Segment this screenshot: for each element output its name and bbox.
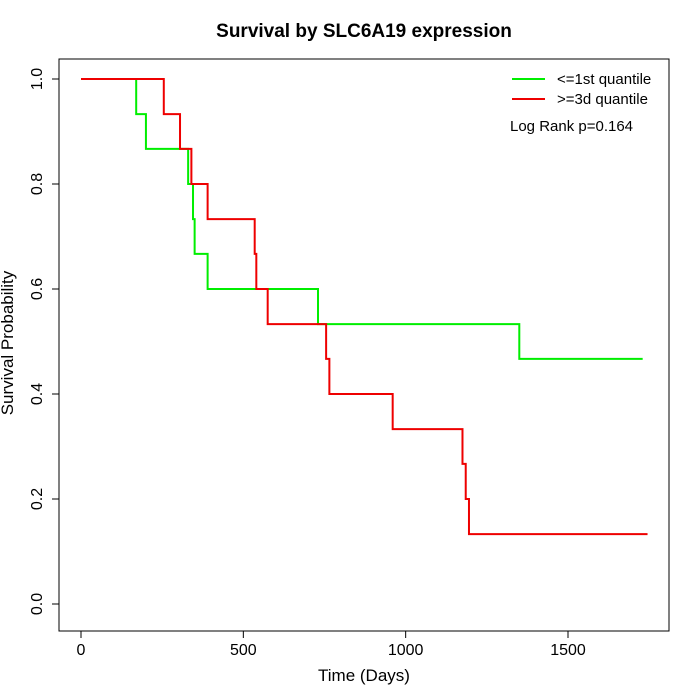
y-tick-label: 0.8 (29, 173, 46, 195)
y-tick-label: 0.4 (29, 383, 46, 405)
x-tick-label: 0 (77, 642, 86, 659)
legend: <=1st quantile >=3d quantile (512, 71, 651, 108)
y-axis: 0.0 0.2 0.4 0.6 0.8 1.0 (29, 68, 60, 615)
x-axis-title: Time (Days) (318, 666, 410, 685)
x-axis: 0 500 1000 1500 (77, 630, 586, 659)
y-tick-label: 0.0 (29, 593, 46, 615)
legend-label-high: >=3d quantile (557, 91, 648, 108)
y-tick-label: 0.2 (29, 488, 46, 510)
legend-label-low: <=1st quantile (557, 71, 651, 88)
chart-title: Survival by SLC6A19 expression (216, 21, 512, 42)
series-line-low (81, 78, 643, 360)
series-line-high (81, 78, 648, 536)
x-tick-label: 1500 (550, 642, 586, 659)
x-tick-label: 1000 (388, 642, 424, 659)
log-rank-annotation: Log Rank p=0.164 (510, 118, 633, 135)
y-tick-label: 0.6 (29, 278, 46, 300)
plot-frame (58, 58, 670, 632)
y-axis-title: Survival Probability (0, 270, 17, 415)
series-layer (81, 78, 648, 536)
x-tick-label: 500 (230, 642, 257, 659)
y-tick-label: 1.0 (29, 68, 46, 90)
